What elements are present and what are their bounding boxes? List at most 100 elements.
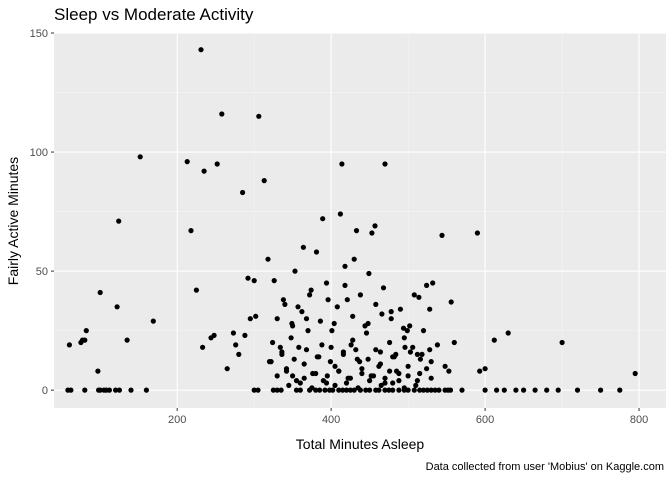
data-point	[365, 320, 371, 327]
data-point	[379, 311, 385, 317]
data-point	[328, 344, 334, 350]
data-point	[188, 228, 194, 234]
data-point	[447, 387, 454, 393]
data-point	[336, 368, 342, 374]
data-point	[270, 387, 276, 393]
y-tick-label: 50	[36, 266, 48, 278]
data-point	[116, 387, 122, 393]
data-point	[253, 313, 259, 319]
data-point	[95, 368, 101, 374]
data-point	[336, 387, 342, 393]
data-point	[482, 366, 488, 372]
data-point	[386, 387, 392, 393]
data-point	[417, 356, 423, 362]
data-point	[240, 189, 246, 196]
data-point	[417, 370, 423, 377]
x-tick-label: 800	[630, 414, 648, 426]
x-tick-label: 400	[322, 414, 340, 426]
data-point	[351, 256, 357, 262]
data-point	[428, 387, 434, 393]
data-point	[251, 278, 257, 284]
data-point	[343, 380, 350, 386]
data-point	[340, 351, 346, 357]
data-point	[363, 330, 370, 336]
data-point	[313, 370, 319, 377]
data-point	[376, 387, 382, 393]
data-point	[404, 328, 410, 334]
data-point	[278, 387, 284, 393]
data-point	[300, 244, 306, 250]
data-point	[378, 382, 384, 388]
data-point	[353, 228, 360, 234]
x-tick-label: 200	[168, 414, 186, 426]
data-point	[513, 387, 519, 393]
data-point	[324, 373, 330, 379]
data-point	[396, 387, 402, 393]
x-axis-ticks: 200 400 600 800	[168, 408, 648, 426]
data-point	[293, 378, 300, 384]
data-point	[410, 344, 416, 350]
data-point	[413, 382, 419, 388]
data-point	[309, 385, 315, 391]
data-point	[532, 387, 538, 393]
data-point	[432, 387, 438, 393]
data-point	[459, 387, 465, 393]
data-point	[97, 289, 103, 296]
data-point	[427, 306, 433, 312]
data-point	[317, 387, 323, 393]
chart-title: Sleep vs Moderate Activity	[54, 5, 254, 24]
data-point	[200, 344, 206, 350]
data-point	[265, 256, 271, 262]
data-point	[297, 387, 303, 393]
data-point	[357, 292, 363, 298]
data-point	[430, 280, 436, 286]
data-point	[297, 380, 303, 386]
data-point	[283, 366, 290, 372]
data-point	[351, 387, 357, 393]
data-point	[405, 363, 411, 369]
data-point	[382, 387, 388, 393]
data-point	[387, 339, 393, 346]
data-point	[366, 270, 372, 277]
data-point	[339, 161, 345, 167]
data-point	[428, 359, 434, 365]
data-point	[308, 287, 314, 293]
x-tick-label: 600	[476, 414, 494, 426]
data-point	[214, 161, 220, 167]
minor-gridlines	[54, 33, 666, 408]
data-point	[388, 309, 394, 315]
y-axis-ticks: 0 50 100 150	[30, 28, 54, 397]
data-point	[390, 380, 396, 386]
data-point	[198, 47, 204, 53]
data-point	[350, 337, 356, 343]
data-point	[256, 113, 262, 119]
data-point	[436, 387, 442, 393]
data-point	[494, 387, 500, 393]
data-point	[280, 297, 286, 303]
data-point	[598, 387, 604, 393]
data-point	[266, 359, 273, 365]
data-point	[355, 385, 361, 391]
data-point	[411, 387, 417, 393]
data-point	[400, 325, 407, 331]
data-point	[405, 373, 411, 379]
data-point	[317, 318, 323, 324]
data-point	[420, 328, 427, 334]
y-axis-label: Fairly Active Minutes	[5, 157, 21, 285]
data-point	[477, 368, 483, 374]
data-point	[521, 387, 527, 393]
data-point	[396, 378, 402, 384]
data-point	[439, 232, 445, 238]
data-point	[367, 378, 373, 384]
y-tick-label: 150	[30, 28, 48, 40]
data-point	[347, 387, 353, 393]
data-point	[337, 211, 343, 217]
data-point	[299, 309, 305, 315]
data-point	[143, 387, 149, 393]
data-point	[245, 275, 251, 281]
data-point	[428, 375, 434, 381]
data-point	[382, 380, 388, 386]
data-point	[292, 268, 298, 274]
chart-caption: Data collected from user 'Mobius' on Kag…	[426, 461, 664, 473]
